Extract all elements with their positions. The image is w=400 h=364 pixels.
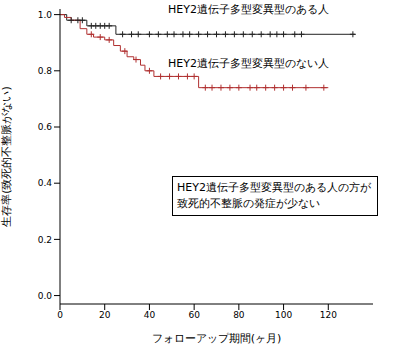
svg-text:生存率(致死的不整脈がない): 生存率(致死的不整脈がない) — [8, 86, 13, 227]
svg-text:100: 100 — [275, 310, 292, 320]
svg-text:40: 40 — [144, 310, 156, 320]
svg-text:20: 20 — [99, 310, 111, 320]
svg-text:0: 0 — [57, 310, 63, 320]
svg-text:0.6: 0.6 — [38, 122, 53, 132]
html-text:HEY2遺伝子多型変異型のある人の方が致死的不整脈の発症が少: HEY2遺伝子多型変異型のある人の方が致死的不整脈の発症が少ない — [177, 181, 371, 210]
svg-text:120: 120 — [320, 310, 337, 320]
svg-text:1.0: 1.0 — [38, 10, 53, 20]
svg-text:0.2: 0.2 — [38, 235, 52, 245]
svg-text:0.8: 0.8 — [38, 66, 53, 76]
svg-text:80: 80 — [233, 310, 245, 320]
html-text:HEY2遺伝子多型変異型のある人: HEY2遺伝子多型変異型のある人 — [168, 3, 329, 16]
html-text:HEY2遺伝子多型変異型のない人: HEY2遺伝子多型変異型のない人 — [168, 57, 329, 70]
svg-text:0.4: 0.4 — [38, 178, 53, 188]
svg-text:0.0: 0.0 — [38, 291, 53, 301]
svg-text:フォローアップ期間(ヶ月): フォローアップ期間(ヶ月) — [152, 332, 282, 345]
svg-text:60: 60 — [188, 310, 200, 320]
